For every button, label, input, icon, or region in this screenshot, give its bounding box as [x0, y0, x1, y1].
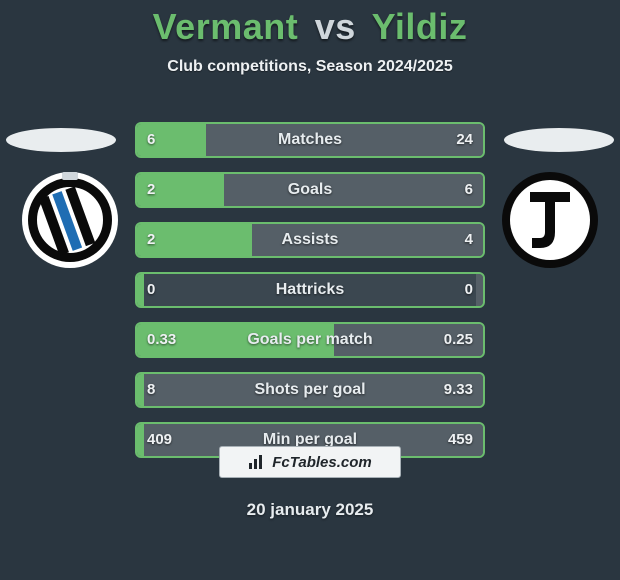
- stat-value-left: 6: [147, 124, 155, 156]
- stat-fill-right: [224, 174, 484, 206]
- stat-value-left: 0.33: [147, 324, 176, 356]
- stat-row: 624Matches: [135, 122, 485, 158]
- stat-row: 0.330.25Goals per match: [135, 322, 485, 358]
- brand-badge: FcTables.com: [219, 446, 401, 478]
- club-brugge-icon: [20, 170, 120, 270]
- stat-label: Hattricks: [137, 274, 483, 306]
- content: Vermant vs Yildiz Club competitions, Sea…: [0, 0, 620, 580]
- player1-name: Vermant: [153, 6, 299, 47]
- stat-fill-left: [137, 374, 144, 406]
- stat-fill-left: [137, 424, 144, 456]
- stat-value-right: 9.33: [444, 374, 473, 406]
- stat-fill-right: [144, 374, 483, 406]
- stat-fill-right: [252, 224, 483, 256]
- date-label: 20 january 2025: [0, 500, 620, 520]
- chart-icon: [248, 453, 266, 471]
- stat-value-left: 0: [147, 274, 155, 306]
- stat-fill-right: [206, 124, 483, 156]
- stat-value-right: 459: [448, 424, 473, 456]
- shadow-ellipse-left: [6, 128, 116, 152]
- stat-value-left: 2: [147, 174, 155, 206]
- stat-row: 89.33Shots per goal: [135, 372, 485, 408]
- subtitle: Club competitions, Season 2024/2025: [0, 58, 620, 76]
- player2-name: Yildiz: [372, 6, 468, 47]
- stat-value-left: 8: [147, 374, 155, 406]
- stat-fill-right: [476, 274, 483, 306]
- stat-value-right: 24: [456, 124, 473, 156]
- juventus-icon: [500, 170, 600, 270]
- shadow-ellipse-right: [504, 128, 614, 152]
- stats-chart: 624Matches26Goals24Assists00Hattricks0.3…: [135, 122, 485, 458]
- stat-fill-left: [137, 274, 144, 306]
- stat-value-right: 0.25: [444, 324, 473, 356]
- vs-label: vs: [309, 6, 362, 47]
- brand-text: FcTables.com: [272, 454, 371, 471]
- stat-value-right: 4: [465, 224, 473, 256]
- stat-value-left: 409: [147, 424, 172, 456]
- stat-value-right: 6: [465, 174, 473, 206]
- stat-value-right: 0: [465, 274, 473, 306]
- club-badge-left: [20, 170, 120, 270]
- page-title: Vermant vs Yildiz: [0, 0, 620, 48]
- stat-row: 24Assists: [135, 222, 485, 258]
- stat-row: 26Goals: [135, 172, 485, 208]
- stat-row: 0 0Hattricks: [135, 272, 485, 308]
- stat-value-left: 2: [147, 224, 155, 256]
- club-badge-right: [500, 170, 600, 270]
